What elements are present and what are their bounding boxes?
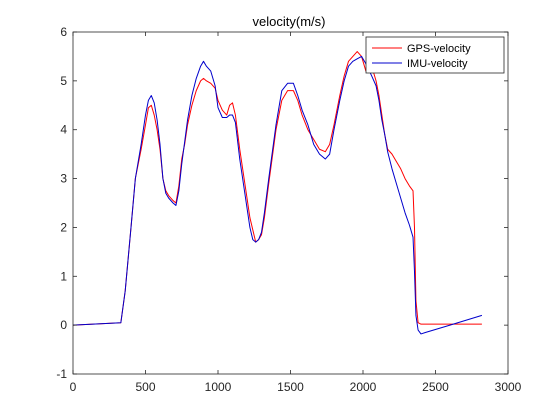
y-tick-label: 1 (60, 269, 67, 283)
y-tick-label: 0 (60, 318, 67, 332)
x-tick-label: 3000 (495, 380, 522, 394)
y-tick-label: -1 (56, 367, 67, 381)
series-layer (72, 51, 483, 335)
legend-label: GPS-velocity (407, 43, 471, 55)
y-tick-label: 5 (60, 74, 67, 88)
plot-area (73, 32, 508, 374)
y-tick-label: 2 (60, 220, 67, 234)
chart-title: velocity(m/s) (253, 14, 326, 29)
legend-label: IMU-velocity (407, 58, 468, 70)
y-tick-label: 6 (60, 25, 67, 39)
x-tick-label: 1000 (205, 380, 232, 394)
x-tick-label: 2500 (422, 380, 449, 394)
x-tick-label: 0 (70, 380, 77, 394)
x-tick-label: 1500 (277, 380, 304, 394)
legend: GPS-velocity IMU-velocity (365, 36, 505, 74)
x-tick-label: 500 (135, 380, 155, 394)
legend-box (365, 36, 505, 74)
x-tick-label: 2000 (350, 380, 377, 394)
y-tick-label: 4 (60, 123, 67, 137)
series-line-imu-velocity (72, 55, 483, 335)
y-tick-label: 3 (60, 172, 67, 186)
